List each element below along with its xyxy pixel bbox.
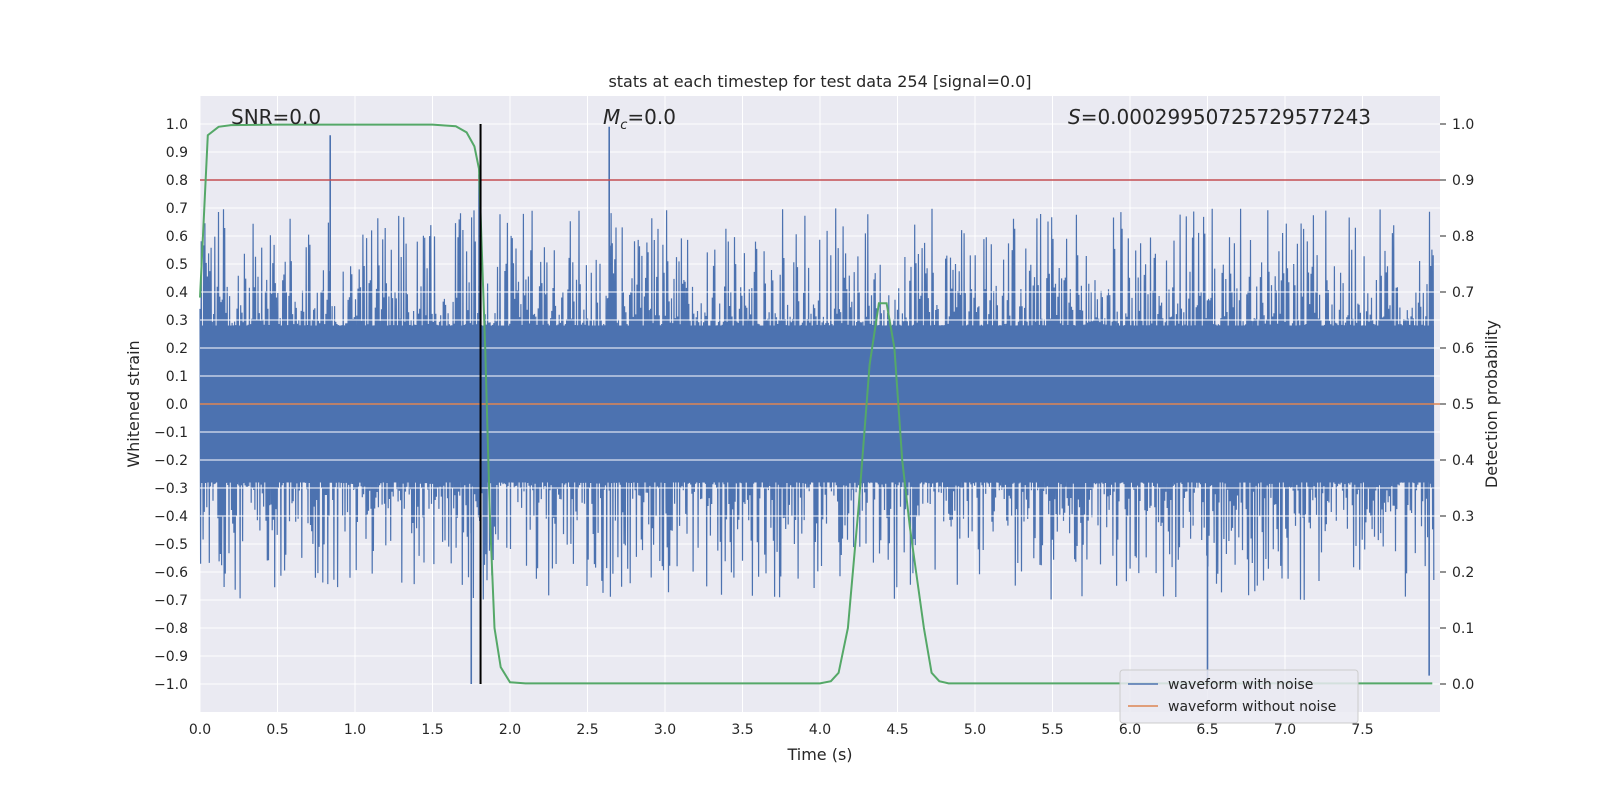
x-tick-label: 3.0 [654, 722, 676, 738]
x-tick-label: 1.5 [421, 722, 443, 738]
y-tick-label: −0.1 [154, 425, 188, 441]
y-tick-label: 0.3 [166, 313, 188, 329]
x-tick-label: 0.5 [266, 722, 288, 738]
x-tick-label: 4.0 [809, 722, 831, 738]
y-tick-label: 0.1 [166, 369, 188, 385]
y2-tick-label: 0.5 [1452, 397, 1474, 413]
chirp-mass-value: =0.0 [627, 105, 676, 129]
x-tick-label: 3.5 [731, 722, 753, 738]
y-tick-label: 0.0 [166, 397, 188, 413]
y2-tick-label: 0.4 [1452, 453, 1474, 469]
y2-tick-label: 0.7 [1452, 285, 1474, 301]
chirp-mass-annotation: Mc=0.0 [603, 105, 676, 133]
y2-tick-label: 1.0 [1452, 117, 1474, 133]
chart-title: stats at each timestep for test data 254… [608, 72, 1031, 91]
y-tick-label: −0.2 [154, 453, 188, 469]
y2-tick-label: 0.3 [1452, 509, 1474, 525]
x-tick-label: 5.5 [1041, 722, 1063, 738]
y-tick-label: 0.8 [166, 173, 188, 189]
y2-tick-label: 0.9 [1452, 173, 1474, 189]
y-tick-label: −0.6 [154, 565, 188, 581]
y-tick-label: −0.7 [154, 593, 188, 609]
legend-label-clean: waveform without noise [1168, 699, 1336, 715]
y2-tick-label: 0.6 [1452, 341, 1474, 357]
x-axis-label: Time (s) [786, 745, 852, 764]
y-tick-label: 0.4 [166, 285, 188, 301]
y-tick-label: 0.9 [166, 145, 188, 161]
y-tick-label: −0.5 [154, 537, 188, 553]
x-tick-label: 6.5 [1196, 722, 1218, 738]
y2-axis-label: Detection probability [1482, 320, 1501, 488]
legend: waveform with noise waveform without noi… [1119, 669, 1359, 724]
legend-box [1119, 669, 1359, 724]
snr-annotation: SNR=0.0 [231, 105, 321, 129]
s-statistic-value: =0.00029950725729577243 [1081, 105, 1371, 129]
chirp-mass-symbol: M [603, 105, 620, 129]
y2-tick-label: 0.1 [1452, 621, 1474, 637]
legend-label-noise: waveform with noise [1168, 677, 1313, 693]
y-tick-label: −0.8 [154, 621, 188, 637]
tick-labels: 0.0 0.5 1.0 1.5 2.0 2.5 3.0 3.5 4.0 4.5 5.0 5.5 6.0 6… [154, 117, 1474, 738]
y2-tick-label: 0.0 [1452, 677, 1474, 693]
detection-probability-line [199, 123, 1433, 685]
y-tick-label: 0.5 [166, 257, 188, 273]
x-tick-label: 1.0 [344, 722, 366, 738]
x-tick-label: 7.0 [1274, 722, 1296, 738]
s-statistic-symbol: S [1068, 105, 1081, 129]
x-tick-label: 0.0 [189, 722, 211, 738]
y-tick-label: −0.9 [154, 649, 188, 665]
y2-tick-label: 0.2 [1452, 565, 1474, 581]
chirp-mass-subscript: c [620, 118, 627, 133]
overlay-lines [199, 123, 1440, 685]
x-tick-label: 5.0 [964, 722, 986, 738]
y-tick-label: 0.2 [166, 341, 188, 357]
y-tick-label: −0.4 [154, 509, 188, 525]
y-tick-label: −1.0 [154, 677, 188, 693]
x-tick-label: 2.5 [576, 722, 598, 738]
y-tick-label: 1.0 [166, 117, 188, 133]
x-tick-label: 2.0 [499, 722, 521, 738]
y-tick-label: −0.3 [154, 481, 188, 497]
x-tick-label: 7.5 [1351, 722, 1373, 738]
y-tick-label: 0.6 [166, 229, 188, 245]
y-tick-label: 0.7 [166, 201, 188, 217]
x-tick-label: 6.0 [1119, 722, 1141, 738]
y2-tick-label: 0.8 [1452, 229, 1474, 245]
s-statistic-annotation: S=0.00029950725729577243 [1068, 105, 1371, 129]
y-axis-label: Whitened strain [124, 340, 143, 467]
x-tick-label: 4.5 [886, 722, 908, 738]
